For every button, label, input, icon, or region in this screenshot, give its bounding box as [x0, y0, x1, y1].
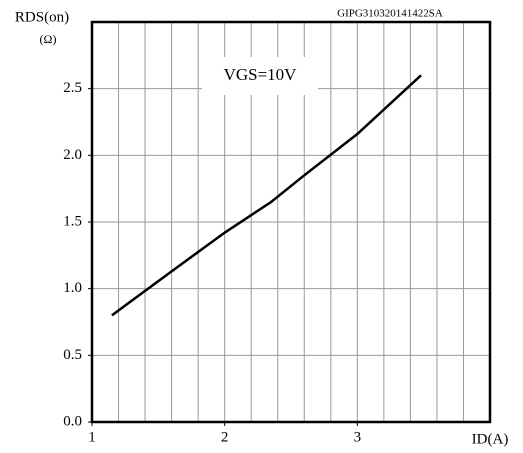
- y-tick-label: 0.5: [63, 347, 82, 363]
- y-tick-label: 2.0: [63, 147, 82, 163]
- annotation-box: [202, 57, 318, 95]
- y-axis-label: RDS(on): [15, 9, 69, 25]
- watermark: GIPG310320141422SA: [337, 8, 443, 20]
- x-tick-label: 1: [88, 429, 96, 445]
- y-tick-label: 1.5: [63, 213, 82, 229]
- plot-frame: [90, 20, 492, 424]
- annotation: VGS=10V: [224, 65, 298, 84]
- x-axis-label: ID(A): [472, 431, 509, 447]
- x-tick-label: 3: [354, 429, 362, 445]
- x-tick-label: 2: [221, 429, 229, 445]
- y-tick-label: 0.0: [63, 413, 82, 429]
- data-line: [111, 74, 422, 317]
- y-tick-label: 1.0: [63, 280, 82, 296]
- y-tick-label: 2.5: [63, 80, 82, 96]
- y-axis-unit: (Ω): [40, 32, 57, 46]
